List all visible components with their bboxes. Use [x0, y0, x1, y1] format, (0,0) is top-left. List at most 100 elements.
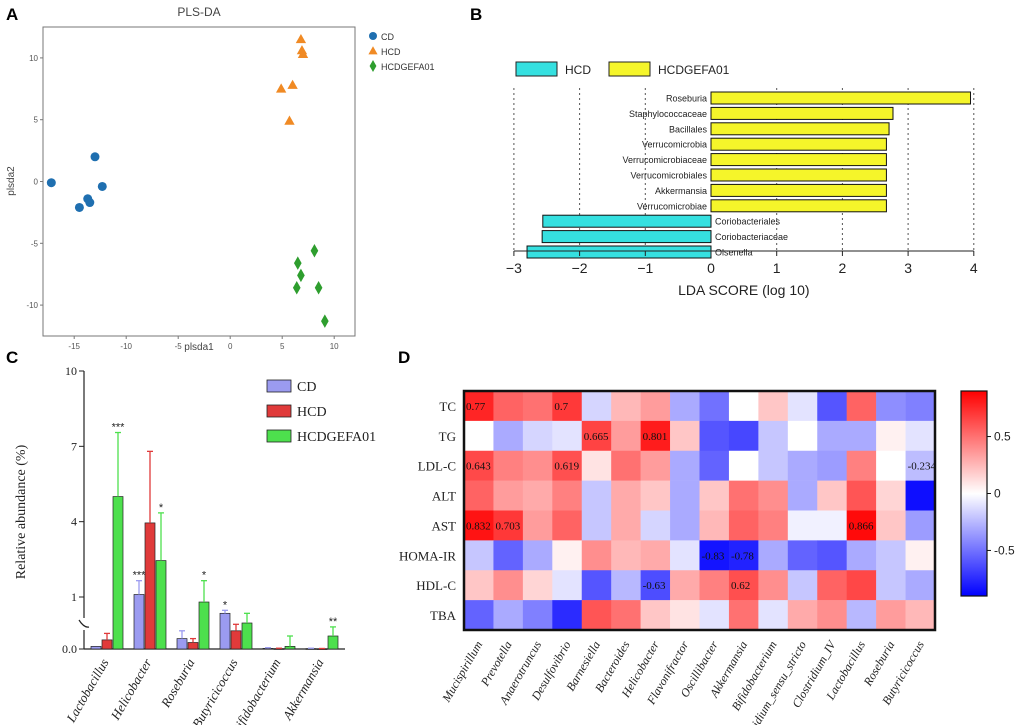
bar-hcdgefa01-helicobacter [155, 560, 167, 650]
bar-roseburia [710, 91, 972, 105]
category-label-roseburia: Roseburia [666, 94, 707, 104]
point-cd [46, 178, 56, 188]
heatmap-cell-alt-helicobacter [640, 480, 671, 511]
panel-label-b: B [470, 5, 482, 24]
heatmap-cell-homa-ir-clostridium-iv [817, 540, 847, 571]
heatmap-cell-tba-bifidobacterium [758, 600, 789, 631]
y-tick-label: 10 [29, 54, 38, 63]
point-hcd [295, 33, 307, 44]
heatmap-cell-ast-butyricicoccus [905, 510, 936, 541]
heatmap-cell-tc-barnesiella [581, 391, 612, 422]
row-label-tc: TC [439, 399, 456, 414]
heatmap-cell-homa-ir-akkermansia [728, 540, 759, 571]
heatmap-cell-ast-barnesiella [581, 510, 612, 541]
x-tick-label: -10 [120, 342, 132, 351]
heatmap-cell-tc-clostridium-iv [817, 391, 847, 422]
heatmap-cell-ldl-c-akkermansia [728, 450, 759, 481]
bar-hcd-helicobacter [144, 522, 156, 650]
heatmap-cell-homa-ir-barnesiella [581, 540, 612, 571]
bar-hcd-roseburia [187, 642, 199, 650]
legend-swatch-hcd [515, 61, 558, 77]
heatmap-cell-ast-flavonifractor [670, 510, 700, 541]
x-tick-label: −3 [506, 260, 522, 276]
heatmap-cell-ldl-c-clostridium-iv [817, 450, 847, 481]
x-category-label-akkermansia: Akkermansia [279, 656, 327, 724]
heatmap-cell-alt-anaerotruncus [522, 480, 553, 511]
heatmap-cell-hdl-c-anaerotruncus [522, 570, 553, 601]
panel-d-correlation-heatmap: 0.77 0.7 TC 0.665 0.801 TG 0.643 0.619 -0.234 LDL… [399, 389, 1015, 725]
heatmap-cell-tg-mucispirillum [464, 420, 494, 452]
point-cd [74, 202, 84, 212]
heatmap-cell-tg-bifidobacterium [758, 420, 789, 452]
panel-a-pls-da-scatter: PLS-DA -15 -10 -5 0 5 10 -10 -5 0 5 10 plsda1 plsda2 C… [6, 5, 435, 353]
legend-swatch-hcdgefa01 [608, 61, 651, 77]
heatmap-cell-tba-flavonifractor [670, 600, 700, 631]
heatmap-cell-tc-anaerotruncus [522, 391, 553, 422]
heatmap-cell-tg-oscillibacter [699, 420, 730, 452]
heatmap-cell-tg-barnesiella [581, 420, 612, 452]
row-label-ast: AST [431, 518, 456, 533]
heatmap-cell-hdl-c-bacteroides [611, 570, 641, 601]
heatmap-cell-tba-barnesiella [581, 600, 612, 631]
cell-value-hdl-c-akkermansia: 0.62 [731, 580, 750, 592]
y-tick-label: 0 [34, 178, 39, 187]
heatmap-cell-alt-oscillibacter [699, 480, 730, 511]
heatmap-cell-tba-oscillibacter [699, 600, 730, 631]
heatmap-cell-ast-akkermansia [728, 510, 759, 541]
cell-value-hdl-c-helicobacter: -0.63 [643, 580, 666, 592]
heatmap-cell-hdl-c-helicobacter [640, 570, 671, 601]
point-cd [90, 152, 100, 162]
heatmap-cell-tg-flavonifractor [670, 420, 700, 452]
point-hcdgefa01 [292, 281, 301, 295]
category-label-olsenella: Olsenella [715, 248, 753, 258]
heatmap-cell-tg-helicobacter [640, 420, 671, 452]
cell-value-ldl-c-butyricicoccus: -0.234 [908, 461, 937, 473]
point-hcd [287, 79, 298, 89]
panel-label-d: D [398, 348, 410, 367]
scatter-plot-frame [42, 26, 356, 337]
bar-akkermansia [710, 183, 887, 197]
heatmap-cell-tba-roseburia [876, 600, 906, 631]
legend-marker-hcd [368, 46, 378, 55]
point-hcd [284, 115, 295, 125]
heatmap-cell-ldl-c-helicobacter [640, 450, 671, 481]
heatmap-cell-tg-lactobacillus [846, 420, 877, 452]
x-tick-label: 4 [970, 260, 978, 276]
cell-value-ast-lactobacillus: 0.866 [849, 520, 874, 532]
heatmap-cell-alt-prevotella [493, 480, 524, 511]
heatmap-cell-alt-akkermansia [728, 480, 759, 511]
heatmap-cell-tba-butyricicoccus [905, 600, 936, 631]
x-axis-label: plsda1 [184, 342, 214, 353]
heatmap-cell-hdl-c-mucispirillum [464, 570, 494, 601]
x-tick-label: 2 [839, 260, 847, 276]
heatmap-cell-tba-anaerotruncus [522, 600, 553, 631]
y-tick-label: 4 [71, 515, 77, 529]
y-tick-label: 0.0 [62, 642, 77, 656]
heatmap-cell-ast-bifidobacterium [758, 510, 789, 541]
heatmap-cell-tba-mucispirillum [464, 600, 494, 631]
significance-marker: * [202, 570, 207, 582]
heatmap-cell-ast-mucispirillum [464, 510, 494, 541]
legend-swatch-hcdgefa01 [266, 429, 292, 443]
heatmap-cell-tc-oscillibacter [699, 391, 730, 422]
heatmap-cell-alt-clostridium-iv [817, 480, 847, 511]
cell-value-homa-ir-akkermansia: -0.78 [731, 550, 754, 562]
column-label-mucispirillum: Mucispirillum [439, 638, 486, 705]
heatmap-cell-ldl-c-mucispirillum [464, 450, 494, 481]
bar-cd-helicobacter [133, 594, 145, 650]
heatmap-cell-ldl-c-desulfovibrio [552, 450, 583, 481]
scatter-title: PLS-DA [177, 5, 220, 19]
heatmap-cell-tc-helicobacter [640, 391, 671, 422]
heatmap-cell-tg-anaerotruncus [522, 420, 553, 452]
heatmap-cell-tba-prevotella [493, 600, 524, 631]
bar-coriobacteriales [542, 214, 712, 228]
x-tick-label: 10 [330, 342, 339, 351]
row-label-alt: ALT [432, 489, 456, 504]
y-tick-label: -10 [26, 301, 38, 310]
category-label-bacillales: Bacillales [669, 124, 708, 134]
heatmap-cell-ast-clostridium-iv [817, 510, 847, 541]
point-cd [85, 198, 95, 208]
y-tick-label: -5 [31, 239, 39, 248]
cell-value-homa-ir-oscillibacter: -0.83 [702, 550, 725, 562]
